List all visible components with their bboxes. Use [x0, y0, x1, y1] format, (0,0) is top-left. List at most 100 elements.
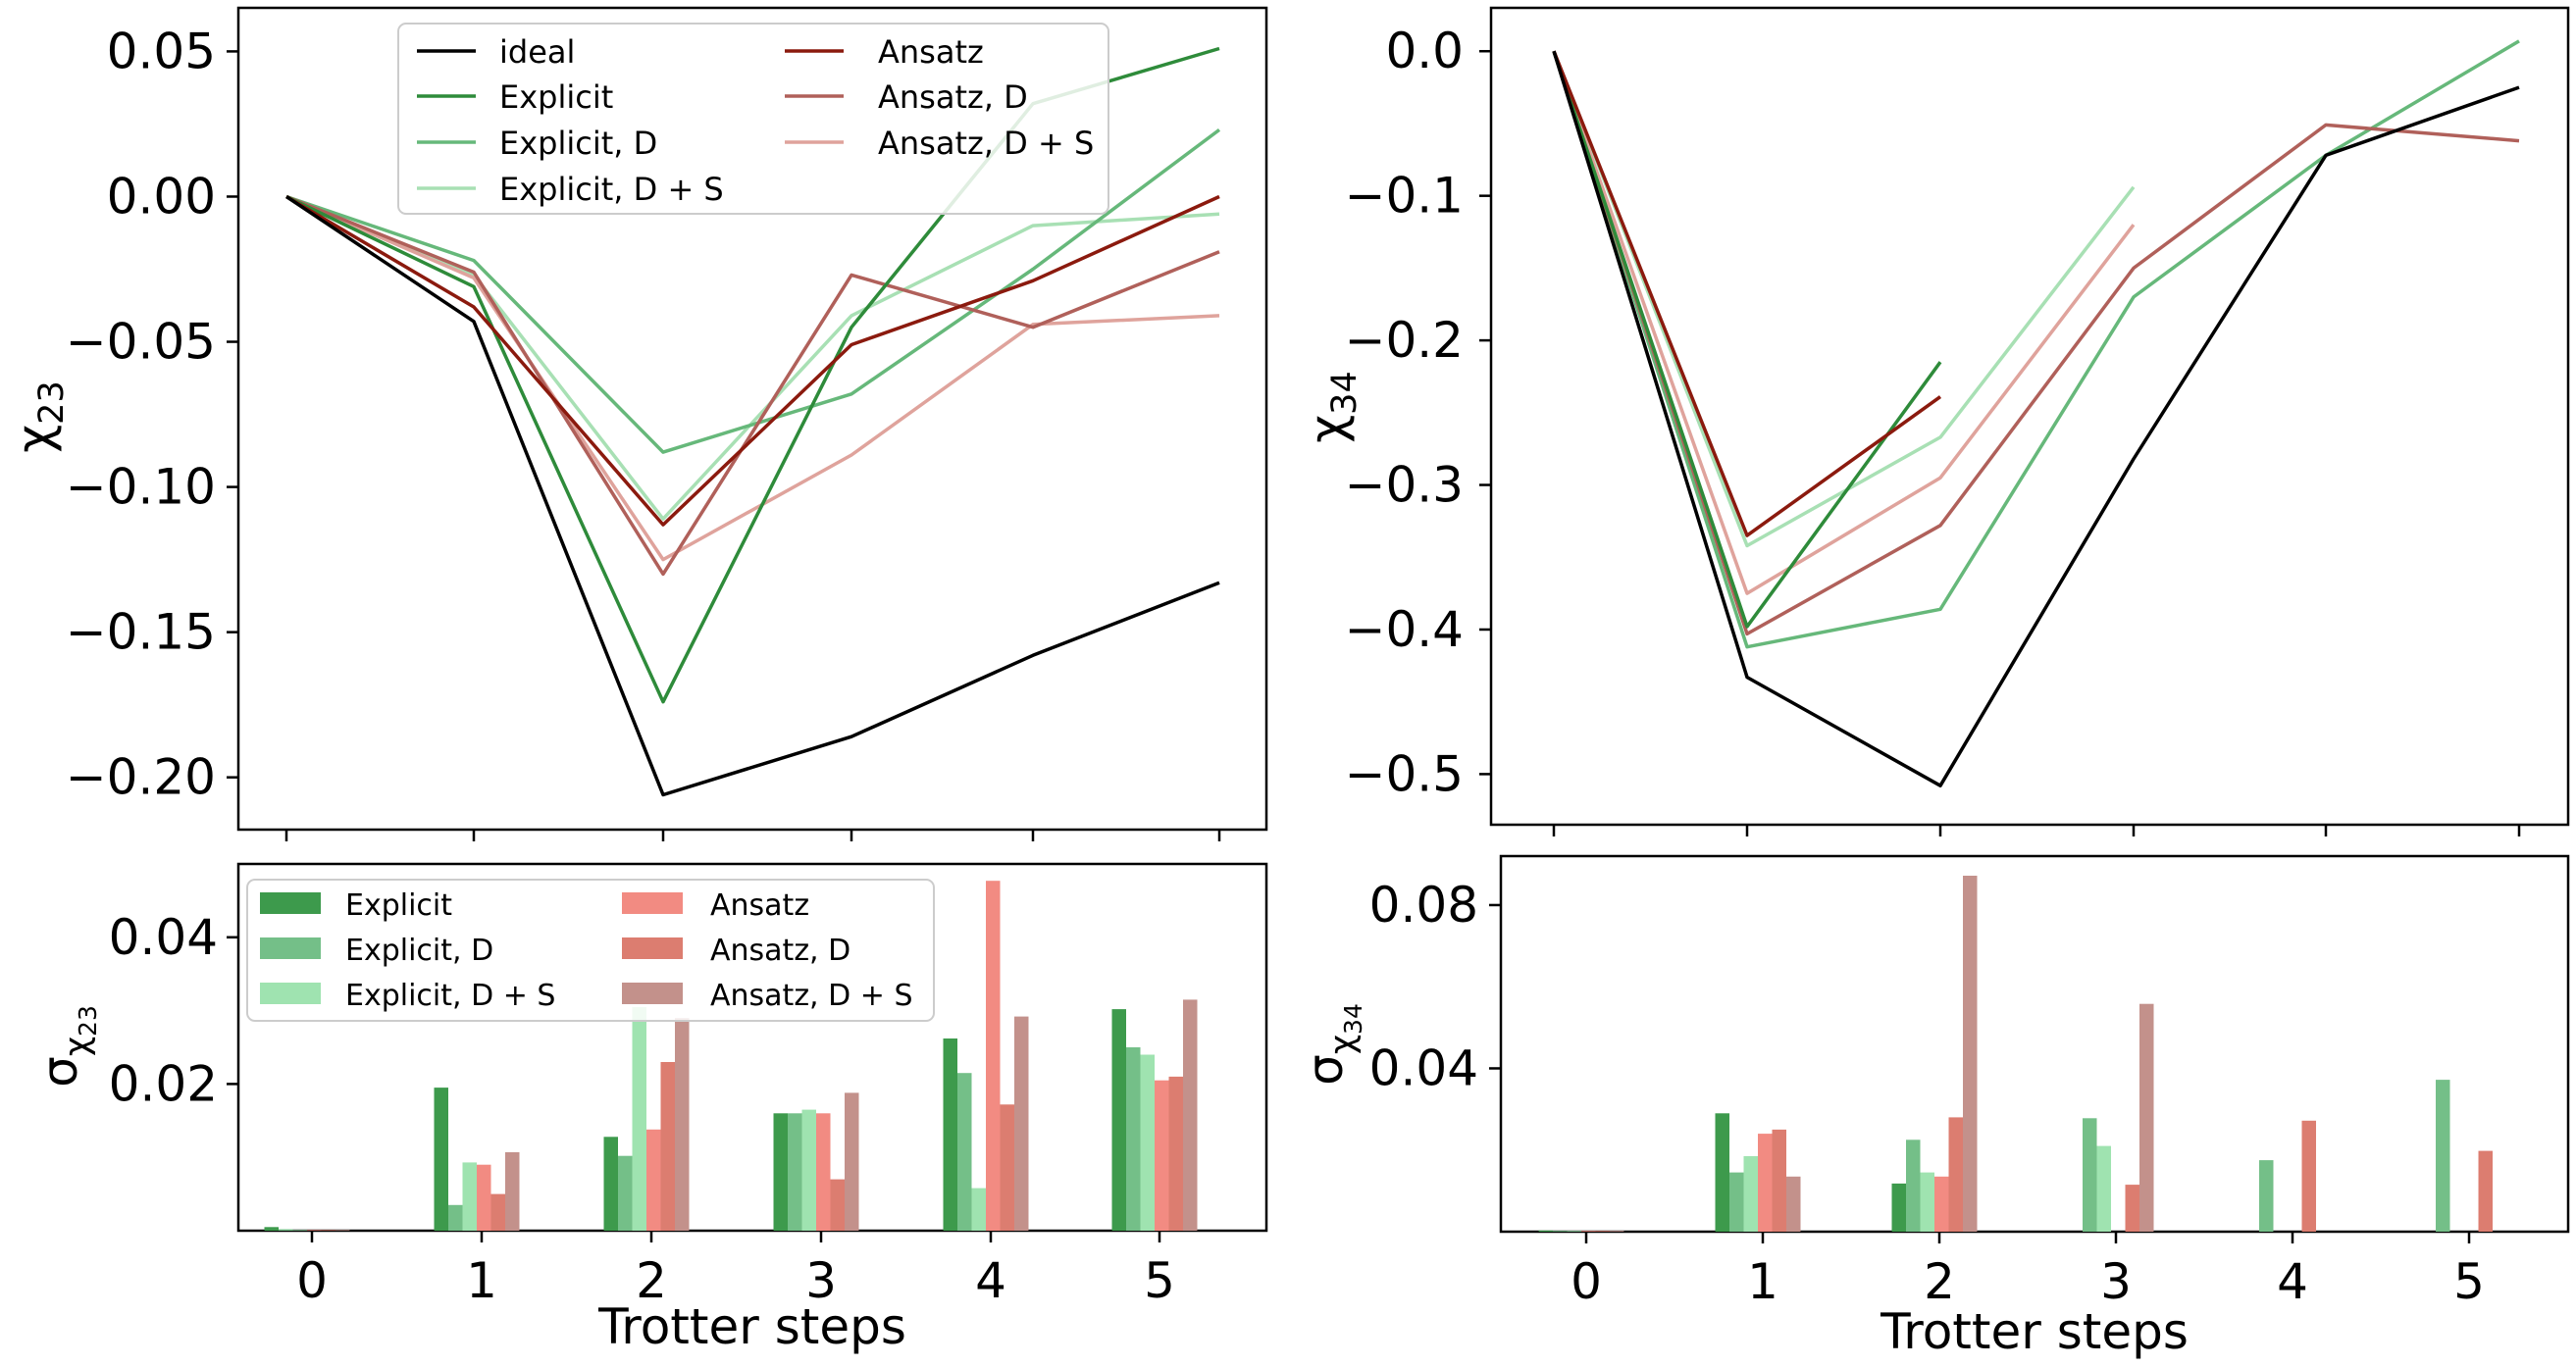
y-axis-label-subscript: χ: [1323, 1035, 1363, 1054]
bar-explicit-d: [2259, 1160, 2274, 1232]
y-tick-label: 0.08: [1369, 877, 1478, 934]
panel-top-right: 0.0 −0.1 −0.2 −0.3 −0.4 −0.5 χ34: [1299, 6, 2570, 836]
bar-ansatz-d-s: [1786, 1176, 1801, 1232]
bar-explicit-d: [1729, 1172, 1744, 1232]
y-tick-label: 0.05: [107, 23, 216, 79]
bar-ansatz-d: [1168, 1076, 1183, 1231]
y-tick-label: −0.15: [66, 604, 216, 661]
legend-label-ansatz-d: Ansatz, D: [878, 78, 1028, 116]
x-tick-label: 0: [296, 1252, 328, 1309]
y-axis-label-main: χ: [6, 425, 63, 453]
y-tick-label: −0.3: [1345, 457, 1464, 514]
series-line-explicit: [1552, 50, 1942, 629]
series-line-ansatz: [1552, 50, 1942, 537]
y-tick-label: 0.02: [109, 1055, 218, 1112]
bar-explicit-d: [2436, 1080, 2450, 1232]
bar-ansatz-d-s: [1610, 1231, 1624, 1232]
y-axis-label-main: σ: [31, 1056, 88, 1088]
bar-ansatz: [816, 1113, 831, 1231]
legend-label-ansatz-ds: Ansatz, D + S: [878, 125, 1094, 162]
y-tick-label: −0.10: [66, 459, 216, 516]
bar-explicit-d-s: [971, 1188, 986, 1231]
y-axis-label-top-left: χ23: [6, 380, 72, 452]
y-ticks-top-left: 0.05 0.00 −0.05 −0.10 −0.15 −0.20: [66, 23, 238, 806]
bar-ansatz: [307, 1230, 322, 1231]
bar-ansatz-d: [660, 1062, 675, 1231]
legend-label-ansatz-d: Ansatz, D: [710, 934, 850, 968]
bar-ansatz: [477, 1164, 491, 1231]
bar-explicit-d: [788, 1113, 802, 1231]
bar-ansatz-d: [1000, 1104, 1014, 1231]
y-ticks-top-right: 0.0 −0.1 −0.2 −0.3 −0.4 −0.5: [1345, 23, 1491, 802]
series-line-ideal: [285, 195, 1220, 797]
axes-frame-top-left: [236, 6, 1268, 832]
bar-explicit: [773, 1113, 788, 1231]
legend-label-ideal: ideal: [499, 33, 575, 71]
legend-bottom-left: Explicit Explicit, D Explicit, D + S Ans…: [246, 879, 935, 1022]
bar-explicit: [943, 1038, 957, 1231]
bar-ansatz: [1934, 1176, 1949, 1232]
series-line-ansatz-d-s: [285, 194, 1220, 562]
bar-ansatz: [986, 881, 1001, 1231]
x-ticks-bottom-right: 0 1 2 3 4 5: [1571, 1232, 2485, 1310]
x-tick-label: 2: [1924, 1253, 1955, 1310]
bar-explicit-d-s: [1140, 1054, 1155, 1231]
legend-label-explicit: Explicit: [345, 888, 452, 923]
x-axis-label-bottom-left: Trotter steps: [597, 1298, 906, 1355]
y-ticks-bottom-right: 0.04 0.08: [1369, 877, 1501, 1096]
legend-label-explicit-d: Explicit, D: [345, 934, 493, 968]
bar-explicit: [1891, 1183, 1906, 1232]
bar-explicit-d-s: [2096, 1145, 2111, 1232]
bar-explicit-d: [448, 1204, 463, 1231]
x-tick-label: 3: [805, 1252, 837, 1309]
series-line-ansatz-d: [285, 194, 1220, 577]
x-axis-label-bottom-right: Trotter steps: [1880, 1303, 2189, 1360]
axes-frame-top-right: [1489, 6, 2570, 827]
x-tick-label: 0: [1571, 1253, 1602, 1310]
y-axis-label-top-right: χ34: [1299, 371, 1365, 442]
legend-label-ansatz: Ansatz: [710, 888, 809, 923]
y-ticks-bottom-left: 0.02 0.04: [109, 909, 238, 1112]
y-tick-label: −0.5: [1345, 745, 1464, 802]
legend-top-left: ideal Explicit Explicit, D Explicit, D +…: [397, 23, 1109, 215]
bar-explicit-d: [957, 1073, 972, 1231]
bar-ansatz-d-s: [335, 1230, 350, 1231]
bar-explicit-d-s: [632, 1006, 646, 1231]
bar-ansatz-d: [321, 1230, 335, 1231]
series-line-ideal: [1552, 50, 2520, 787]
bar-explicit-d-s: [1743, 1156, 1758, 1232]
bar-ansatz-d: [2125, 1185, 2139, 1232]
legend-box-top-left: [397, 23, 1109, 215]
x-ticks-top-left: [284, 830, 1221, 841]
bar-ansatz-d-s: [2139, 1003, 2154, 1232]
legend-label-ansatz: Ansatz: [878, 33, 984, 71]
legend-label-explicit-ds: Explicit, D + S: [499, 171, 724, 208]
bar-ansatz-d: [2301, 1120, 2316, 1232]
bar-ansatz-d: [1948, 1117, 1963, 1232]
series-line-ansatz: [285, 194, 1220, 527]
x-tick-label: 4: [2277, 1253, 2308, 1310]
y-axis-label-bottom-right: σχ34: [1297, 1003, 1367, 1086]
bar-explicit: [264, 1227, 279, 1231]
y-tick-label: −0.2: [1345, 312, 1464, 369]
y-tick-label: −0.1: [1345, 168, 1464, 225]
series-line-ansatz-d-s: [1552, 50, 2136, 595]
bar-ansatz-d-s: [1183, 999, 1198, 1231]
bar-explicit-d: [1906, 1139, 1921, 1232]
y-axis-label-subsubscript: 23: [74, 1005, 102, 1037]
legend-label-explicit-ds: Explicit, D + S: [345, 979, 555, 1013]
series-line-explicit-d: [1552, 39, 2520, 649]
legend-label-explicit-d: Explicit, D: [499, 125, 657, 162]
x-ticks-top-right: [1552, 825, 2521, 836]
bar-ansatz-d-s: [505, 1152, 520, 1231]
legend-swatch-ansatz: [622, 892, 683, 914]
y-axis-label-main: σ: [1297, 1054, 1354, 1086]
bar-explicit-d: [279, 1229, 293, 1231]
bar-explicit-d: [618, 1155, 633, 1231]
x-tick-label: 5: [1144, 1252, 1175, 1309]
y-tick-label: 0.0: [1385, 23, 1464, 79]
bar-explicit-d: [2083, 1118, 2097, 1232]
x-tick-label: 4: [975, 1252, 1006, 1309]
bar-explicit-d-s: [1920, 1172, 1934, 1232]
